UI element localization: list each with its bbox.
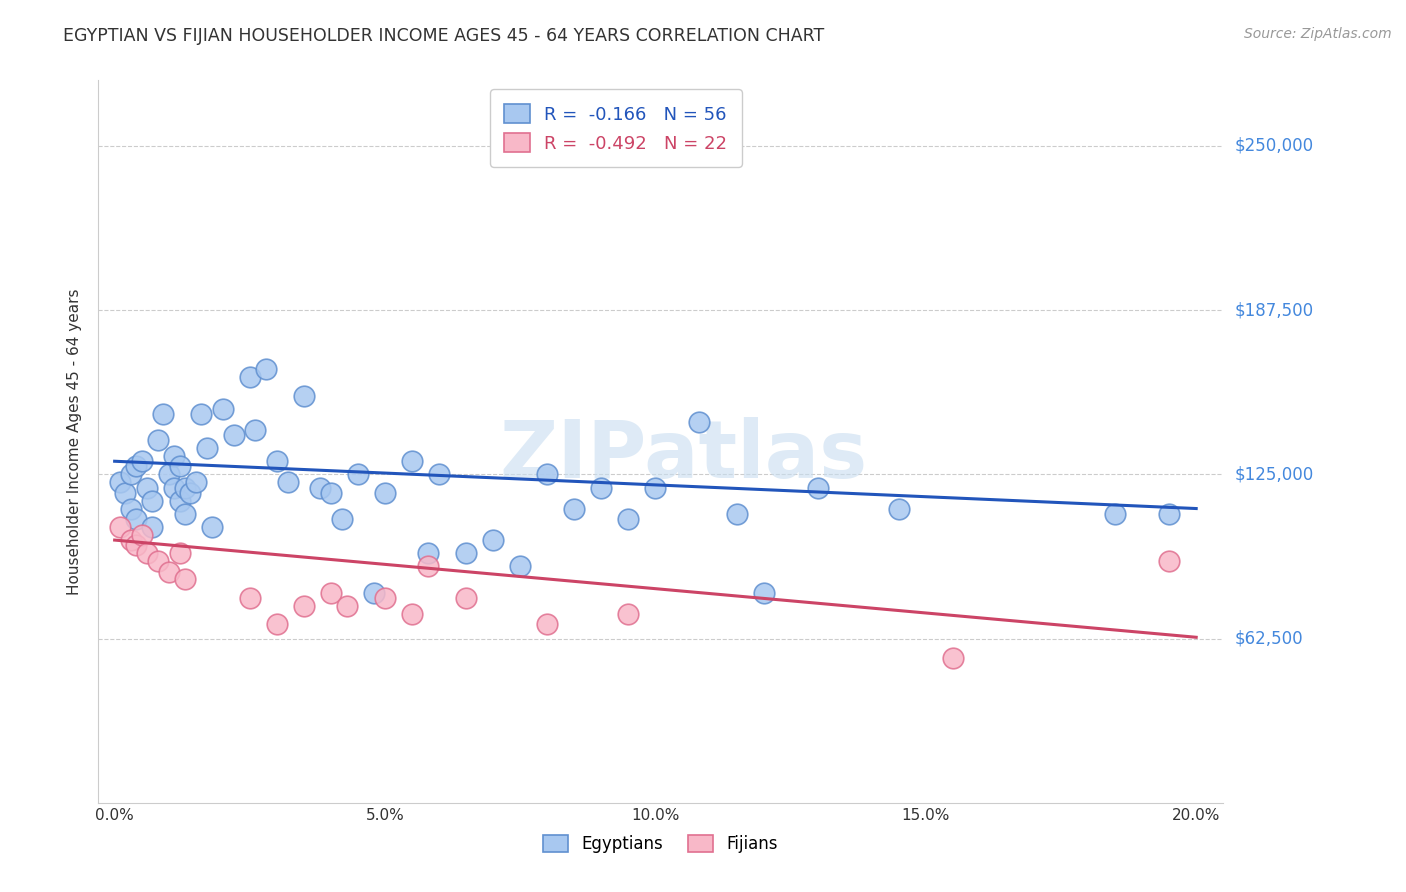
Text: EGYPTIAN VS FIJIAN HOUSEHOLDER INCOME AGES 45 - 64 YEARS CORRELATION CHART: EGYPTIAN VS FIJIAN HOUSEHOLDER INCOME AG…: [63, 27, 824, 45]
Point: [125, 512, 148, 526]
Point: [309, 481, 332, 495]
Point: [222, 428, 245, 442]
Point: [157, 467, 180, 482]
Point: [157, 565, 180, 579]
Point: [418, 559, 440, 574]
Point: [330, 512, 353, 526]
Point: [688, 415, 710, 429]
Point: [179, 485, 201, 500]
Y-axis label: Householder Income Ages 45 - 64 years: Householder Income Ages 45 - 64 years: [67, 288, 83, 595]
Text: $125,000: $125,000: [1234, 466, 1313, 483]
Point: [120, 533, 142, 547]
Point: [195, 441, 218, 455]
Text: $187,500: $187,500: [1234, 301, 1313, 319]
Point: [163, 449, 186, 463]
Point: [174, 507, 197, 521]
Point: [266, 454, 288, 468]
Point: [617, 607, 640, 621]
Point: [136, 481, 159, 495]
Point: [277, 475, 299, 490]
Point: [239, 370, 262, 384]
Point: [942, 651, 965, 665]
Point: [125, 459, 148, 474]
Point: [131, 454, 153, 468]
Point: [292, 599, 315, 613]
Point: [211, 401, 233, 416]
Point: [418, 546, 440, 560]
Point: [152, 407, 174, 421]
Text: $250,000: $250,000: [1234, 137, 1313, 155]
Point: [131, 528, 153, 542]
Text: $62,500: $62,500: [1234, 630, 1303, 648]
Point: [1159, 507, 1181, 521]
Point: [807, 481, 830, 495]
Point: [146, 554, 169, 568]
Point: [141, 520, 163, 534]
Point: [169, 493, 191, 508]
Point: [141, 493, 163, 508]
Point: [174, 481, 197, 495]
Point: [190, 407, 212, 421]
Point: [482, 533, 505, 547]
Point: [120, 467, 142, 482]
Point: [184, 475, 207, 490]
Point: [644, 481, 666, 495]
Point: [363, 585, 385, 599]
Point: [245, 423, 267, 437]
Point: [254, 362, 277, 376]
Point: [456, 546, 478, 560]
Point: [319, 485, 342, 500]
Point: [427, 467, 450, 482]
Point: [374, 591, 396, 605]
Point: [169, 459, 191, 474]
Text: Source: ZipAtlas.com: Source: ZipAtlas.com: [1244, 27, 1392, 41]
Point: [163, 481, 186, 495]
Point: [536, 467, 558, 482]
Point: [1104, 507, 1126, 521]
Point: [887, 501, 910, 516]
Point: [509, 559, 531, 574]
Point: [169, 546, 191, 560]
Point: [108, 475, 131, 490]
Point: [591, 481, 613, 495]
Point: [401, 607, 423, 621]
Point: [536, 617, 558, 632]
Point: [562, 501, 585, 516]
Point: [456, 591, 478, 605]
Point: [725, 507, 748, 521]
Point: [347, 467, 370, 482]
Point: [120, 501, 142, 516]
Point: [319, 585, 342, 599]
Point: [336, 599, 359, 613]
Point: [146, 434, 169, 448]
Point: [401, 454, 423, 468]
Point: [617, 512, 640, 526]
Point: [125, 538, 148, 552]
Legend: R =  -0.166   N = 56, R =  -0.492   N = 22: R = -0.166 N = 56, R = -0.492 N = 22: [491, 89, 741, 167]
Point: [174, 573, 197, 587]
Point: [1159, 554, 1181, 568]
Text: ZIPatlas: ZIPatlas: [499, 417, 868, 495]
Point: [201, 520, 224, 534]
Point: [266, 617, 288, 632]
Point: [108, 520, 131, 534]
Point: [292, 388, 315, 402]
Point: [136, 546, 159, 560]
Point: [239, 591, 262, 605]
Point: [114, 485, 136, 500]
Point: [752, 585, 775, 599]
Point: [374, 485, 396, 500]
